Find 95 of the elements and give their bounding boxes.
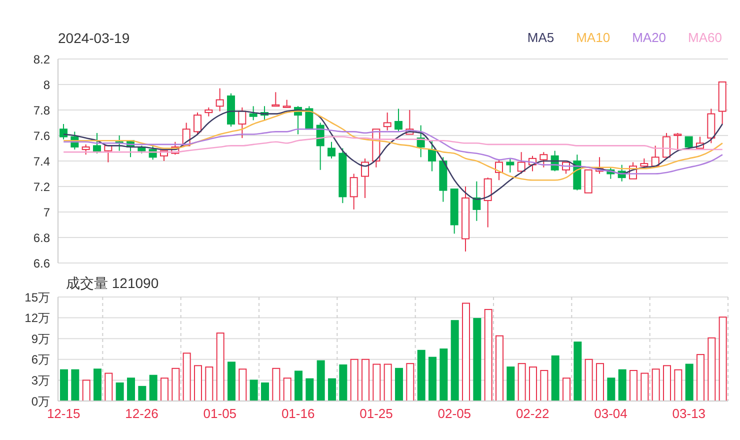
- bar: [663, 365, 671, 401]
- bar: [160, 378, 168, 401]
- bar: [316, 360, 325, 401]
- candlestick: [216, 88, 224, 112]
- bar: [149, 374, 158, 401]
- x-tick-label: 02-05: [438, 406, 472, 422]
- bar: [618, 369, 626, 401]
- bar: [216, 332, 224, 401]
- x-tick-label: 12-15: [46, 406, 80, 422]
- bar: [551, 355, 560, 401]
- bar: [685, 364, 694, 401]
- bar: [116, 382, 124, 401]
- bar: [518, 363, 526, 401]
- bar: [82, 380, 90, 401]
- bar: [428, 356, 436, 401]
- y-tick-label: 8.2: [33, 52, 50, 66]
- y-tick-label: 15万: [24, 290, 50, 304]
- bar: [261, 382, 269, 401]
- y-tick-label: 7.4: [33, 154, 50, 168]
- bar: [630, 370, 638, 401]
- y-tick-label: 8: [43, 78, 50, 92]
- bar: [440, 348, 448, 401]
- bar: [283, 378, 292, 401]
- text: MA20: [632, 30, 666, 45]
- bar: [708, 337, 716, 401]
- bar: [362, 358, 370, 401]
- bar: [250, 380, 258, 401]
- bar: [406, 363, 414, 401]
- candlestick: [383, 112, 392, 131]
- x-tick-label: 01-05: [203, 406, 237, 422]
- bar: [529, 366, 537, 401]
- y-tick-label: 7.8: [33, 103, 50, 118]
- bar: [94, 368, 102, 401]
- bar: [328, 378, 336, 401]
- bar: [384, 364, 392, 401]
- y-tick-label: 6.6: [33, 256, 50, 270]
- y-tick-label: 9万: [31, 332, 50, 346]
- bar: [272, 368, 280, 401]
- bar: [496, 335, 504, 401]
- chart-title: 2024-03-19: [58, 30, 130, 46]
- bar: [60, 369, 68, 401]
- bar: [127, 378, 135, 401]
- text: MA5: [527, 30, 554, 45]
- bar: [640, 372, 649, 401]
- text: MA60: [688, 30, 722, 45]
- candlestick: [462, 186, 470, 252]
- bar: [574, 342, 582, 401]
- y-tick-label: 6万: [31, 352, 50, 367]
- y-tick-label: 6.8: [33, 230, 50, 245]
- bar: [238, 368, 247, 401]
- bar: [294, 370, 302, 401]
- chart-title: 成交量 121090: [66, 275, 159, 293]
- bar: [450, 320, 459, 401]
- x-tick-label: 03-13: [672, 406, 706, 422]
- bar: [104, 372, 113, 401]
- y-tick-label: 3万: [31, 373, 50, 388]
- bar: [506, 366, 515, 401]
- bar: [350, 358, 358, 401]
- y-tick-label: 12万: [24, 311, 50, 326]
- bar: [584, 358, 593, 401]
- bar: [462, 302, 470, 401]
- bar: [674, 369, 682, 401]
- bar: [607, 378, 616, 401]
- bar: [395, 368, 403, 401]
- bar: [182, 352, 191, 401]
- bar: [562, 378, 570, 401]
- bar: [71, 369, 80, 401]
- bar: [205, 366, 214, 401]
- y-tick-label: 7: [43, 205, 50, 220]
- bar: [138, 386, 146, 401]
- y-tick-label: 7.6: [33, 128, 50, 143]
- x-tick-label: 01-16: [281, 406, 315, 422]
- text: MA10: [576, 30, 610, 45]
- bar: [228, 362, 236, 401]
- bar: [696, 354, 704, 401]
- bar: [372, 364, 381, 401]
- x-tick-label: 12-26: [125, 406, 158, 422]
- y-tick-label: 0万: [31, 394, 50, 408]
- candlestick: [361, 158, 369, 198]
- bar: [306, 378, 314, 401]
- x-tick-label: 02-22: [516, 406, 550, 422]
- bar: [596, 363, 604, 401]
- bar: [652, 368, 660, 401]
- candlestick: [472, 180, 481, 222]
- bar: [484, 308, 492, 401]
- x-tick-label: 03-04: [594, 406, 628, 422]
- bar: [718, 316, 727, 401]
- bar: [172, 368, 180, 401]
- bar: [540, 370, 548, 401]
- bar: [417, 350, 426, 401]
- x-tick-label: 01-25: [360, 406, 393, 422]
- bar: [473, 318, 482, 401]
- bar: [194, 365, 202, 401]
- y-tick-label: 7.2: [33, 180, 50, 194]
- bar: [339, 364, 348, 401]
